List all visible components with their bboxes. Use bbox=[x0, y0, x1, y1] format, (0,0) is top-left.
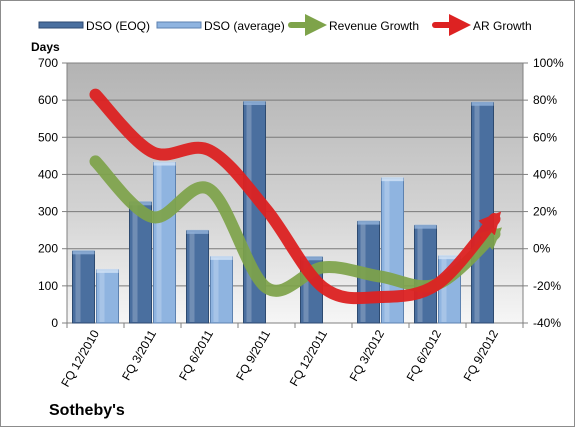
left-tick-label: 700 bbox=[38, 56, 58, 70]
right-tick-label: -20% bbox=[533, 279, 561, 293]
x-tick-label: FQ 3/2011 bbox=[119, 327, 159, 383]
legend-label-dso-average: DSO (average) bbox=[204, 19, 285, 33]
bar-top-cap bbox=[438, 255, 461, 260]
bar-highlight bbox=[441, 257, 447, 322]
legend-swatch-dso-average bbox=[156, 21, 202, 29]
legend-item-revenue-growth: Revenue Growth bbox=[288, 14, 419, 36]
bar-top-cap bbox=[210, 255, 233, 260]
bar-top-cap bbox=[243, 101, 266, 105]
right-tick-label: -40% bbox=[533, 316, 561, 330]
y-axis-title: Days bbox=[31, 40, 60, 54]
right-tick-label: 80% bbox=[533, 93, 557, 107]
legend-label-dso-eoq: DSO (EOQ) bbox=[86, 19, 150, 33]
left-tick-label: 500 bbox=[38, 130, 58, 144]
bar-highlight bbox=[246, 103, 252, 322]
legend-item-dso-average: DSO (average) bbox=[156, 19, 285, 33]
bar-highlight bbox=[132, 203, 138, 322]
right-tick-label: 100% bbox=[533, 56, 564, 70]
right-tick-label: 40% bbox=[533, 167, 557, 181]
bar-top-cap bbox=[72, 250, 95, 255]
right-tick-label: 0% bbox=[533, 242, 551, 256]
bar-highlight bbox=[99, 270, 105, 322]
left-tick-label: 300 bbox=[38, 205, 58, 219]
left-tick-label: 200 bbox=[38, 242, 58, 256]
growth-lines bbox=[89, 88, 503, 305]
x-tick-label: FQ 6/2012 bbox=[404, 327, 445, 383]
bar-top-cap bbox=[186, 229, 209, 234]
x-tick-label: FQ 12/2011 bbox=[287, 327, 331, 388]
bar-highlight bbox=[75, 252, 81, 322]
left-tick-label: 100 bbox=[38, 279, 58, 293]
chart-title: Sotheby's bbox=[49, 402, 125, 419]
x-tick-label: FQ 12/2010 bbox=[58, 327, 102, 389]
bar-highlight bbox=[384, 179, 390, 322]
bar-highlight bbox=[417, 226, 423, 322]
bar-top-cap bbox=[153, 161, 176, 166]
x-tick-label: FQ 9/2012 bbox=[461, 327, 502, 383]
line-ar-growth bbox=[89, 88, 502, 305]
bar-highlight bbox=[156, 163, 162, 322]
bar-highlight bbox=[303, 258, 309, 322]
x-tick-label: FQ 3/2012 bbox=[347, 327, 388, 383]
bar-highlight bbox=[189, 231, 195, 322]
right-tick-label: 20% bbox=[533, 205, 557, 219]
legend-item-ar-growth: AR Growth bbox=[432, 14, 532, 36]
legend: DSO (EOQ) DSO (average) Revenue Growth A… bbox=[38, 14, 532, 36]
bar-top-cap bbox=[381, 177, 404, 182]
x-tick-label: FQ 9/2011 bbox=[233, 327, 273, 383]
left-tick-label: 400 bbox=[38, 167, 58, 181]
bar-top-cap bbox=[300, 256, 323, 261]
bar-top-cap bbox=[414, 224, 437, 229]
legend-label-ar-growth: AR Growth bbox=[473, 19, 532, 33]
x-tick-label: FQ 6/2011 bbox=[176, 327, 216, 383]
left-tick-label: 0 bbox=[51, 316, 58, 330]
right-tick-label: 60% bbox=[533, 130, 557, 144]
bar-highlight bbox=[474, 103, 480, 322]
bar-top-cap bbox=[471, 101, 494, 106]
legend-item-dso-eoq: DSO (EOQ) bbox=[38, 19, 150, 33]
bar-top-cap bbox=[96, 268, 119, 273]
bar-top-cap bbox=[357, 220, 380, 225]
left-tick-label: 600 bbox=[38, 93, 58, 107]
legend-label-revenue-growth: Revenue Growth bbox=[329, 19, 419, 33]
legend-swatch-dso-eoq bbox=[38, 21, 84, 29]
bar-highlight bbox=[213, 257, 219, 322]
